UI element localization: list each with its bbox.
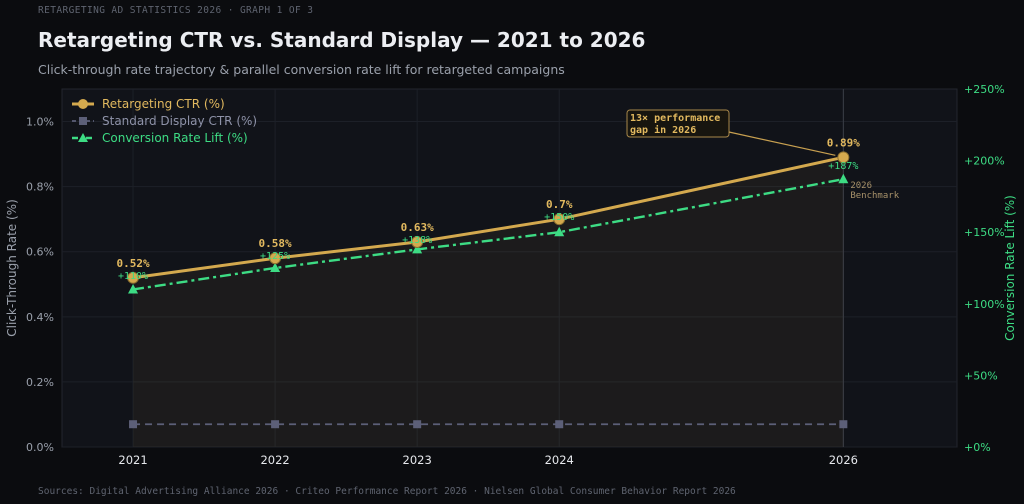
sources-footnote: Sources: Digital Advertising Alliance 20… <box>38 486 736 497</box>
y-right-tick-3: +150% <box>964 226 1005 239</box>
retargeting-ctr-point-2 <box>411 235 424 248</box>
standard-display-point-3 <box>555 420 564 429</box>
y-left-tick-3: 0.6% <box>26 246 54 259</box>
conversion-lift-point-2 <box>412 243 423 254</box>
legend-marker-0 <box>78 99 88 109</box>
y-left-tick-0: 0.0% <box>26 441 54 454</box>
standard-display-point-1 <box>271 420 280 429</box>
retargeting-ctr-point-4 <box>837 151 850 164</box>
standard-display-point-0 <box>129 420 138 429</box>
chart-kicker: RETARGETING AD STATISTICS 2026 · GRAPH 1… <box>38 5 314 16</box>
lift-data-label-2: +138% <box>402 235 432 246</box>
ctr-data-label-1: 0.58% <box>259 237 292 250</box>
performance-gap-annotation-box <box>626 109 730 138</box>
conversion-lift-point-3 <box>554 226 565 237</box>
x-tick-0: 2021 <box>118 453 147 467</box>
y-left-tick-2: 0.4% <box>26 311 54 324</box>
legend-label-1: Standard Display CTR (%) <box>102 114 257 128</box>
x-tick-1: 2022 <box>260 453 289 467</box>
ctr-data-label-4: 0.89% <box>827 136 860 149</box>
retargeting-ctr-point-3 <box>553 213 566 226</box>
y-right-tick-0: +0% <box>964 441 991 454</box>
performance-gap-annotation-line-2: gap in 2026 <box>630 124 696 136</box>
conversion-lift-point-4 <box>838 173 849 184</box>
legend-label-2: Conversion Rate Lift (%) <box>102 131 248 145</box>
legend-marker-1 <box>79 117 87 125</box>
y-right-tick-5: +250% <box>964 83 1005 96</box>
performance-gap-annotation-arrow <box>728 131 836 156</box>
lift-data-label-3: +150% <box>544 212 574 223</box>
ctr-data-label-2: 0.63% <box>401 221 434 234</box>
ctr-area-fill <box>133 157 844 447</box>
y-right-tick-2: +100% <box>964 298 1005 311</box>
y-left-tick-1: 0.2% <box>26 376 54 389</box>
legend-label-0: Retargeting CTR (%) <box>102 97 225 111</box>
y-left-axis-label: Click-Through Rate (%) <box>5 199 19 337</box>
x-tick-4: 2026 <box>829 453 858 467</box>
y-right-tick-1: +50% <box>964 369 998 382</box>
conversion-lift-point-0 <box>128 283 139 294</box>
y-left-tick-4: 0.8% <box>26 181 54 194</box>
performance-gap-annotation-line-1: 13× performance <box>630 113 720 124</box>
lift-data-label-4: +187% <box>828 161 858 172</box>
y-right-axis-label: Conversion Rate Lift (%) <box>1003 195 1017 341</box>
x-tick-3: 2024 <box>545 453 574 467</box>
retargeting-ctr-point-1 <box>269 252 282 265</box>
x-tick-2: 2023 <box>403 453 432 467</box>
ctr-data-label-0: 0.52% <box>116 257 149 270</box>
lift-data-label-1: +125% <box>260 251 290 262</box>
retargeting-ctr-point-0 <box>127 271 140 284</box>
standard-display-point-2 <box>413 420 422 429</box>
conversion-lift-point-1 <box>270 262 281 272</box>
y-right-tick-4: +200% <box>964 155 1005 168</box>
legend-marker-2 <box>78 133 88 142</box>
benchmark-label-line-2: Benchmark <box>850 191 899 201</box>
standard-display-point-4 <box>839 420 848 429</box>
chart-title: Retargeting CTR vs. Standard Display — 2… <box>38 28 646 52</box>
benchmark-label-line-1: 2026 <box>850 181 872 191</box>
ctr-data-label-3: 0.7% <box>546 198 573 211</box>
chart-subtitle: Click-through rate trajectory & parallel… <box>38 62 565 77</box>
y-left-tick-5: 1.0% <box>26 116 54 129</box>
lift-data-label-0: +110% <box>118 271 148 282</box>
